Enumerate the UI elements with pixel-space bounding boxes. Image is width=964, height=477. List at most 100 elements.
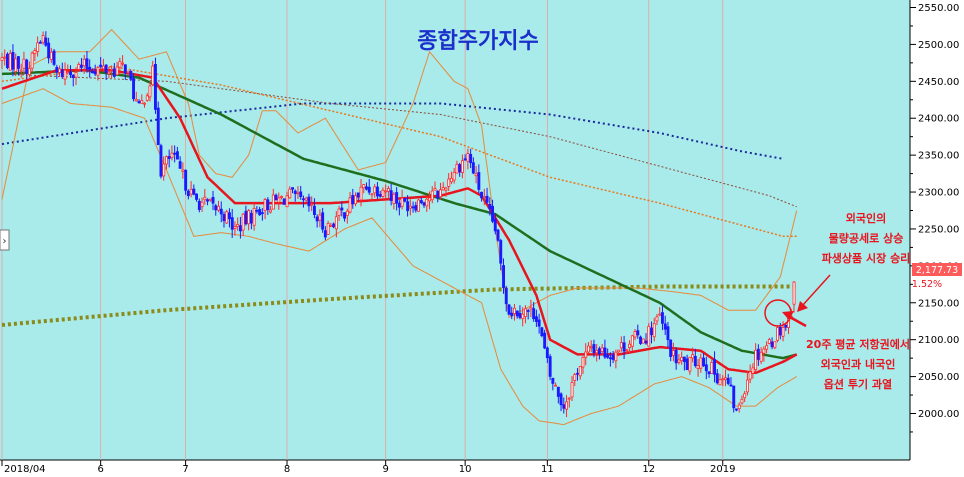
candle-body [337, 208, 341, 216]
candle-body [633, 331, 637, 338]
band-lower-line [1, 88, 797, 426]
candle-body [258, 209, 262, 216]
candle-body [381, 189, 385, 197]
candle-body [493, 218, 497, 232]
candle-body [137, 101, 141, 104]
candle-body [408, 205, 412, 209]
arrow-lower-shaft [787, 314, 807, 328]
candle-body [236, 224, 240, 227]
candle-body [27, 68, 31, 75]
candle-body [469, 153, 473, 164]
arrow-upper-shaft [801, 274, 831, 307]
candle-body [400, 197, 404, 207]
candle-body [406, 201, 410, 212]
candle-body [217, 205, 220, 211]
candle-body [576, 372, 579, 375]
candle-body [274, 194, 278, 200]
candle-body [186, 190, 190, 197]
candle-body [238, 225, 242, 232]
candle-body [625, 349, 629, 352]
candle-body [271, 194, 275, 210]
annotation-upper-line-1: 외국인의 [846, 211, 886, 225]
candle-body [206, 199, 209, 202]
candle-body [343, 212, 346, 219]
candle-body [170, 152, 174, 158]
x-axis-ticks: 2018/04 6 7 8 9 10 11 12 2019 [1, 460, 735, 475]
candle-body [189, 188, 193, 195]
candle-body [504, 288, 508, 305]
candle-body [641, 338, 645, 344]
candle-body [655, 316, 659, 322]
candle-body [630, 335, 634, 347]
candle-body [392, 193, 396, 204]
y-tick-label: 2000.00 [918, 409, 959, 420]
candle-body [460, 160, 464, 173]
candle-body [688, 356, 692, 372]
candle-body [159, 145, 163, 177]
candle-body [740, 398, 744, 404]
candle-body [729, 384, 733, 387]
candle-body [132, 78, 135, 100]
candle-body [778, 326, 782, 336]
candle-body [184, 169, 188, 191]
candle-body [513, 307, 516, 314]
candle-body [548, 356, 552, 377]
candle-body [628, 343, 631, 349]
candle-body [77, 64, 81, 70]
candle-body [746, 379, 749, 393]
candle-body [554, 384, 557, 387]
candle-body [608, 357, 612, 360]
candle-body [74, 72, 78, 78]
candle-body [759, 351, 763, 362]
candle-body [537, 319, 541, 327]
candle-body [332, 223, 336, 228]
candle-body [299, 191, 303, 198]
candle-body [499, 240, 503, 264]
candle-body [323, 230, 327, 238]
candle-body [422, 202, 426, 206]
annotation-lower-line-1: 20주 평균 저항권에서 [806, 337, 910, 351]
candle-body [6, 53, 9, 69]
candle-body [414, 205, 418, 211]
candle-body [14, 58, 18, 73]
candle-body [82, 58, 86, 67]
candle-body [704, 364, 708, 372]
candle-body [691, 354, 695, 359]
ma-60-line [1, 68, 798, 360]
x-tick-label: 8 [284, 464, 290, 475]
y-tick-label: 2550.00 [918, 3, 959, 14]
candle-body [373, 186, 377, 194]
candle-body [291, 187, 294, 190]
candle-body [203, 196, 207, 201]
candle-body [735, 408, 738, 411]
candle-body [619, 342, 623, 349]
candle-body [260, 212, 264, 215]
candle-body [693, 355, 697, 366]
candle-body [458, 164, 462, 173]
candle-body [386, 188, 390, 192]
y-tick-label: 2500.00 [918, 40, 959, 51]
candle-body [356, 192, 360, 198]
candle-body [63, 69, 67, 80]
candle-body [669, 339, 673, 357]
candle-body [756, 348, 760, 360]
candle-body [463, 158, 467, 161]
candle-body [288, 188, 292, 199]
candle-body [726, 377, 730, 384]
x-tick-label: 12 [642, 464, 655, 475]
axis-background [910, 0, 964, 477]
candle-body [485, 195, 489, 203]
panel-toggle-handle[interactable] [0, 229, 10, 251]
candle-body [658, 313, 662, 316]
candle-body [647, 325, 651, 347]
annotation-lower-line-3: 옵션 투기 과열 [824, 377, 892, 391]
candle-body [47, 42, 51, 59]
chevron-right-icon[interactable]: › [3, 236, 7, 247]
candle-body [452, 171, 456, 181]
annotation-upper-line-2: 물량공세로 상승 [829, 231, 904, 245]
candle-body [622, 342, 626, 352]
candle-body [244, 210, 248, 225]
y-tick-label: 2100.00 [918, 335, 959, 346]
candle-body [123, 64, 127, 74]
candle-body [455, 163, 459, 174]
